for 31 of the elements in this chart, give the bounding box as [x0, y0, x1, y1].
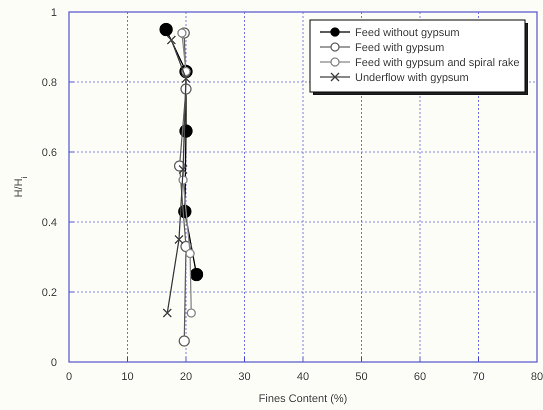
- x-axis-title: Fines Content (%): [258, 393, 348, 405]
- legend-label: Feed with gypsum and spiral rake: [355, 57, 520, 69]
- x-tick-label: 70: [472, 371, 485, 383]
- point: [190, 268, 204, 282]
- x-tick-label: 20: [180, 371, 192, 383]
- point: [162, 308, 172, 318]
- x-tick-label: 40: [296, 371, 310, 383]
- point: [186, 308, 196, 318]
- point: [178, 164, 188, 174]
- x-tick-label: 50: [355, 371, 368, 383]
- legend-label: Feed without gypsum: [355, 27, 460, 39]
- point: [185, 248, 195, 258]
- point: [174, 234, 184, 244]
- y-tick-label: 0.4: [42, 217, 57, 229]
- point: [166, 35, 176, 45]
- x-tick-label: 60: [414, 371, 426, 383]
- y-tick-label: 0.2: [42, 287, 57, 299]
- point: [181, 74, 191, 84]
- legend-label: Underflow with gypsum: [355, 72, 469, 84]
- legend-label: Feed with gypsum: [355, 42, 444, 54]
- y-tick-label: 0: [50, 357, 57, 369]
- y-tick-label: 0.6: [42, 147, 57, 159]
- point: [178, 335, 190, 347]
- y-tick-label: 1: [50, 7, 57, 19]
- x-tick-label: 0: [66, 371, 72, 383]
- y-tick-label: 0.8: [42, 77, 57, 89]
- x-tick-label: 80: [530, 371, 543, 383]
- point: [159, 22, 173, 36]
- x-tick-label: 10: [121, 371, 134, 383]
- x-tick-label: 30: [238, 371, 251, 383]
- point: [177, 28, 187, 38]
